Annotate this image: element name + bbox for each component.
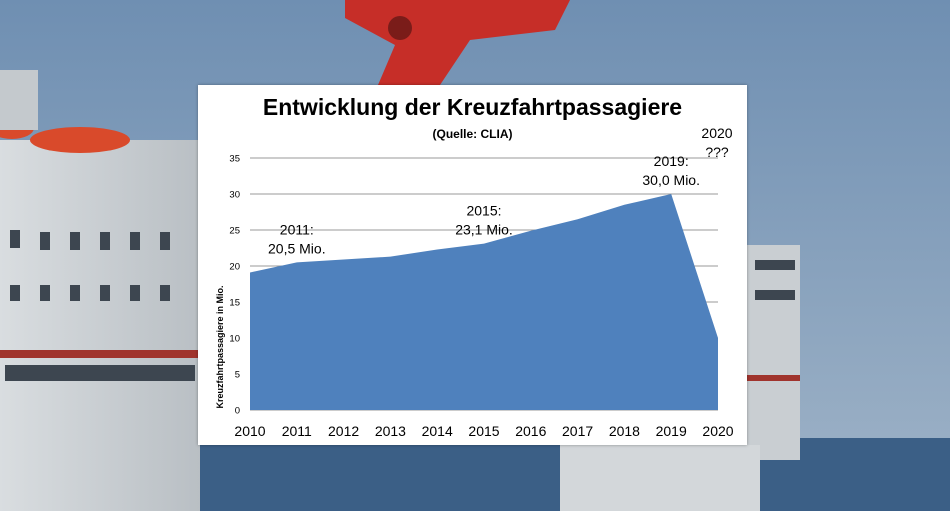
annotation-year: 2011: — [280, 221, 314, 237]
x-tick-label: 2016 — [515, 423, 546, 439]
area-series — [250, 194, 718, 410]
x-tick-label: 2019 — [656, 423, 687, 439]
annotation-year: 2019: — [654, 153, 689, 169]
y-tick-label: 5 — [235, 370, 240, 381]
x-tick-label: 2020 — [702, 423, 733, 439]
data-annotation: 2019: 30,0 Mio. — [642, 153, 700, 188]
x-tick-label: 2015 — [468, 423, 499, 439]
annotation-year: 2020 — [701, 125, 732, 141]
y-tick-label: 20 — [229, 262, 240, 273]
x-tick-label: 2018 — [609, 423, 640, 439]
x-tick-label: 2014 — [422, 423, 453, 439]
annotation-value: 23,1 Mio. — [455, 222, 513, 238]
y-tick-label: 25 — [229, 226, 240, 237]
x-tick-label: 2010 — [234, 423, 265, 439]
y-tick-label: 10 — [229, 334, 240, 345]
x-tick-label: 2011 — [282, 423, 312, 439]
y-tick-label: 15 — [229, 298, 240, 309]
data-annotations: 2011: 20,5 Mio. 2015: 23,1 Mio. 2019: 30,0 Mi… — [268, 125, 733, 256]
data-annotation: 2011: 20,5 Mio. — [268, 221, 326, 256]
annotation-value: 30,0 Mio. — [642, 172, 700, 188]
chart-title: Entwicklung der Kreuzfahrtpassagiere — [262, 94, 683, 120]
annotation-value: 20,5 Mio. — [268, 240, 326, 256]
y-tick-labels: 0 5 10 15 20 25 30 35 — [229, 154, 240, 417]
data-annotation: 2015: 23,1 Mio. — [455, 203, 513, 238]
y-tick-label: 30 — [229, 190, 240, 201]
data-annotation: 2020??? — [701, 125, 732, 160]
y-tick-label: 35 — [229, 154, 240, 165]
chart-subtitle: (Quelle: CLIA) — [432, 127, 513, 141]
chart-card: 0 5 10 15 20 25 30 35 2010 2011 2012 2013 2014 2015 2… — [198, 85, 747, 445]
x-tick-label: 2017 — [562, 423, 593, 439]
x-tick-label: 2012 — [328, 423, 359, 439]
y-axis-label: Kreuzfahrtpassagiere in Mio. — [215, 285, 225, 409]
y-tick-label: 0 — [235, 406, 240, 417]
annotation-value: ??? — [705, 144, 729, 160]
annotation-year: 2015: — [466, 203, 501, 219]
x-tick-labels: 2010 2011 2012 2013 2014 2015 2016 2017 2018 2019… — [234, 423, 733, 439]
x-tick-label: 2013 — [375, 423, 406, 439]
